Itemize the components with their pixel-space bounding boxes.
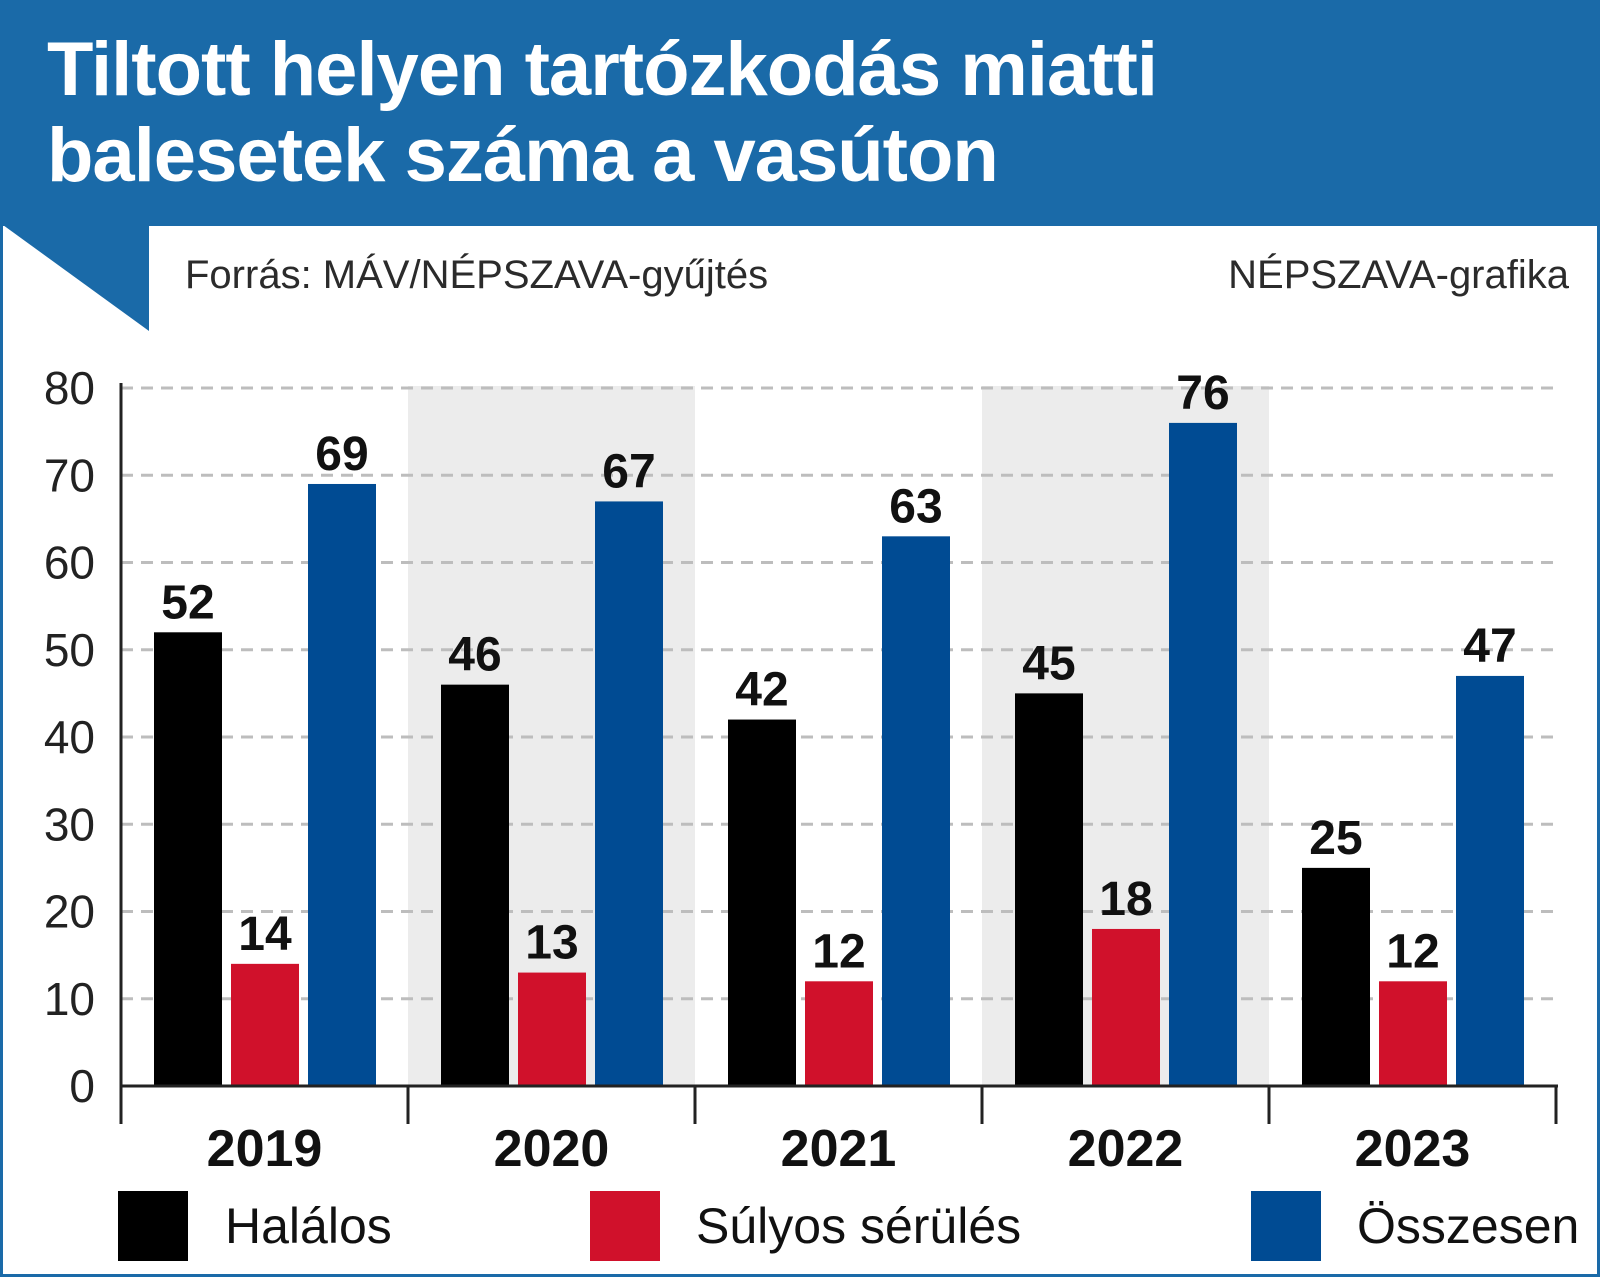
bar-2021-halalos [728, 719, 796, 1086]
title-banner: Tiltott helyen tartózkodás miatti baleset… [3, 3, 1597, 226]
data-label-2021-osszesen: 63 [889, 480, 942, 533]
data-label-2023-halalos: 25 [1309, 812, 1362, 865]
bar-2020-sulyos [518, 972, 586, 1086]
chart-title: Tiltott helyen tartózkodás miatti baleset… [47, 27, 1547, 199]
bar-2023-halalos [1302, 867, 1370, 1086]
y-tick-label-70: 70 [44, 449, 95, 501]
y-tick-label-50: 50 [44, 624, 95, 676]
title-line-1: Tiltott helyen tartózkodás miatti [47, 27, 1158, 112]
data-label-2020-osszesen: 67 [602, 445, 655, 498]
bar-2019-osszesen [308, 483, 376, 1087]
data-label-2023-osszesen: 47 [1463, 620, 1516, 673]
bar-2022-halalos [1015, 693, 1083, 1086]
y-tick-label-20: 20 [44, 886, 95, 938]
data-label-2021-sulyos: 12 [812, 925, 865, 978]
legend-label-osszesen: Összesen [1357, 1198, 1580, 1254]
data-label-2022-halalos: 45 [1022, 637, 1075, 690]
legend-swatch-sulyos [590, 1191, 660, 1261]
bar-2019-halalos [154, 632, 222, 1086]
data-label-2019-sulyos: 14 [238, 908, 292, 961]
x-tick-label-2020: 2020 [494, 1120, 610, 1178]
bar-chart: 0 10 20 30 40 50 60 70 80 52 14 69 46 13 67 42 12 63 45 18 7… [44, 362, 1558, 1178]
bar-2021-osszesen [882, 536, 950, 1086]
bar-2023-sulyos [1379, 981, 1447, 1086]
legend-swatch-halalos [118, 1191, 188, 1261]
title-line-2: balesetek száma a vasúton [47, 113, 999, 198]
x-tick-label-2023: 2023 [1355, 1120, 1471, 1178]
y-tick-label-40: 40 [44, 711, 95, 763]
bar-2022-osszesen [1169, 422, 1237, 1086]
data-label-2019-osszesen: 69 [315, 428, 368, 481]
legend-label-halalos: Halálos [225, 1198, 392, 1254]
bar-2022-sulyos [1092, 928, 1160, 1086]
y-tick-label-80: 80 [44, 362, 95, 414]
y-tick-label-60: 60 [44, 537, 95, 589]
x-tick-label-2019: 2019 [207, 1120, 323, 1178]
bar-2020-halalos [441, 684, 509, 1086]
source-note: Forrás: MÁV/NÉPSZAVA-gyűjtés [185, 253, 769, 297]
bar-2020-osszesen [595, 501, 663, 1086]
data-label-2023-sulyos: 12 [1386, 925, 1439, 978]
y-tick-label-0: 0 [69, 1060, 95, 1112]
legend-swatch-osszesen [1251, 1191, 1321, 1261]
x-tick-label-2021: 2021 [781, 1120, 897, 1178]
bar-2023-osszesen [1456, 675, 1524, 1086]
graphic-credit: NÉPSZAVA-grafika [1228, 253, 1569, 297]
bar-2019-sulyos [231, 963, 299, 1086]
data-label-2021-halalos: 42 [735, 664, 788, 717]
data-label-2020-halalos: 46 [448, 629, 501, 682]
legend-label-sulyos: Súlyos sérülés [696, 1198, 1022, 1254]
x-tick-label-2022: 2022 [1068, 1120, 1184, 1178]
data-label-2022-osszesen: 76 [1176, 367, 1229, 420]
data-label-2019-halalos: 52 [161, 576, 214, 629]
bar-2021-sulyos [805, 981, 873, 1086]
data-label-2022-sulyos: 18 [1099, 873, 1152, 926]
data-label-2020-sulyos: 13 [525, 917, 578, 970]
y-tick-label-10: 10 [44, 973, 95, 1025]
y-tick-label-30: 30 [44, 798, 95, 850]
